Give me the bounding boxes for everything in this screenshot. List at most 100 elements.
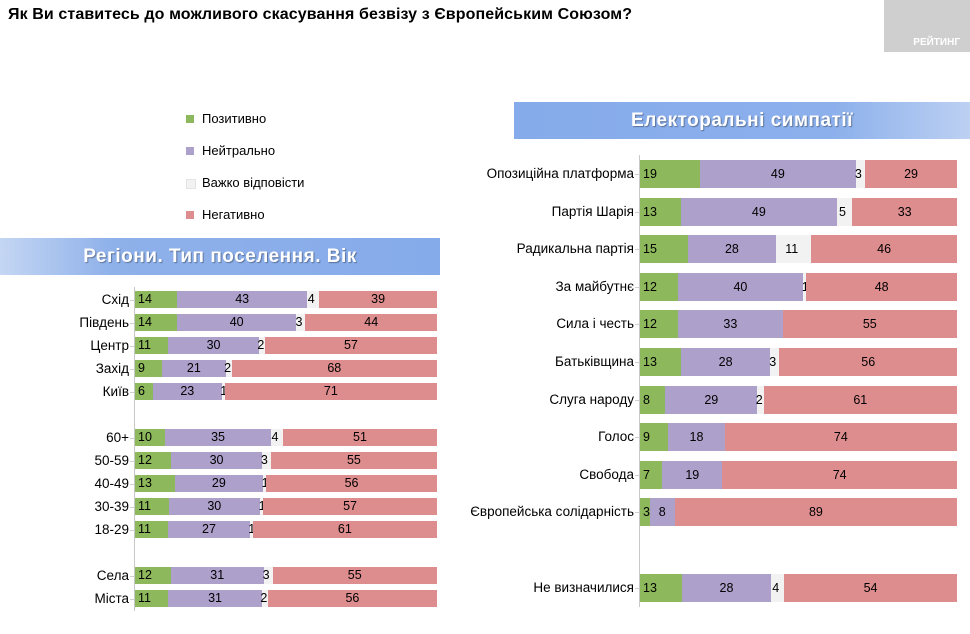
data-label-neutral: 8 [658,505,666,520]
legend-label-negative: Негативно [202,207,265,222]
bar-segment-negative [852,197,957,226]
category-label: 50-59 [94,453,129,468]
data-label-neutral: 28 [724,242,739,257]
data-label-negative: 57 [343,338,358,352]
bar-segment-negative [231,360,437,377]
data-label-negative: 33 [897,204,912,219]
data-label-hard: 3 [769,355,777,369]
category-label: Міста [94,591,129,606]
bar-segment-hard [296,314,306,331]
bar-segment-positive [640,385,666,414]
data-label-negative: 61 [337,522,352,536]
data-label-hard: 1 [248,522,256,536]
bar-segment-positive [640,498,650,527]
category-label: 40-49 [94,476,129,491]
data-label-hard: 1 [261,476,269,490]
row-gridline [130,437,134,439]
category-label: Радикальна партія [516,241,634,257]
data-label-negative: 74 [832,467,847,482]
data-label-positive: 12 [643,279,657,294]
bar-segment-positive [135,567,171,584]
category-label: Партія Шарія [551,203,634,219]
category-label: Села [96,568,129,583]
row-gridline [130,368,134,370]
bar-segment-positive [135,498,169,515]
data-label-positive: 13 [643,580,657,595]
legend-label-positive: Позитивно [202,111,267,126]
data-label-positive: 10 [138,430,152,444]
bar-segment-hard [855,160,866,188]
bar-segment-negative [267,590,437,607]
category-label: Свобода [579,466,634,482]
bar-segment-negative [782,310,957,339]
legend-item-neutral: Нейтрально [186,143,416,159]
data-label-negative: 57 [343,499,357,513]
category-axis [639,155,640,607]
bar-segment-neutral [662,460,723,489]
category-axis [134,287,135,611]
bar-segment-negative [270,452,437,469]
row-gridline [130,391,134,393]
row-gridline [130,575,134,577]
data-label-neutral: 33 [723,317,738,332]
bar-segment-negative [806,272,957,301]
data-label-positive: 12 [643,317,657,332]
data-label-hard: 2 [257,338,265,352]
bar-segment-neutral [168,498,261,515]
bar-segment-neutral [176,314,297,331]
category-label: Опозиційна платформа [486,166,634,181]
category-label: Слуга народу [549,391,634,407]
regions-panel-title: Регіони. Тип поселення. Вік [0,238,440,275]
bar-segment-neutral [177,291,308,308]
data-label-negative: 56 [861,355,876,369]
legend-swatch-positive [186,115,194,123]
bar-segment-hard [261,452,271,469]
logo-text: РЕЙТИНГ [913,37,960,48]
category-label: Схід [101,292,129,307]
data-label-positive: 11 [138,591,151,605]
bar-segment-positive [135,314,177,331]
bar-segment-negative [252,521,437,538]
bar-segment-negative [319,291,437,308]
bar-segment-negative [264,337,437,354]
data-label-neutral: 30 [206,338,221,352]
bar-segment-hard [270,429,283,446]
bar-segment-positive [135,360,163,377]
data-label-negative: 71 [323,384,338,398]
data-label-negative: 51 [353,430,367,444]
bar-segment-hard [260,498,264,515]
data-label-neutral: 30 [207,499,222,513]
data-label-positive: 13 [138,476,152,490]
data-label-neutral: 40 [733,279,748,294]
row-gridline [635,587,639,589]
category-label: Південь [79,315,129,330]
bar-segment-neutral [168,521,250,538]
row-gridline [130,529,134,531]
row-gridline [635,174,639,175]
bar-segment-neutral [665,385,758,414]
bar-segment-positive [135,521,169,538]
data-label-hard: 1 [220,384,228,398]
row-gridline [130,460,134,462]
data-label-hard: 3 [295,315,303,329]
data-label-positive: 6 [138,384,145,398]
data-label-neutral: 30 [209,453,224,467]
bar-segment-positive [135,383,153,400]
bar-segment-positive [640,272,678,301]
row-gridline [130,299,134,301]
bar-segment-neutral [162,360,226,377]
bar-segment-hard [258,337,265,354]
bar-segment-neutral [681,573,772,602]
legend-item-hard: Важко відповісти [186,175,416,191]
legend-label-neutral: Нейтрально [202,143,276,158]
bar-segment-negative [784,573,957,602]
row-gridline [130,598,134,600]
data-label-neutral: 19 [685,467,700,482]
bar-segment-positive [640,573,682,602]
bar-segment-hard [263,567,273,584]
data-label-positive: 7 [643,467,650,482]
category-label: Голос [598,429,634,445]
data-label-hard: 3 [262,568,270,582]
data-label-neutral: 28 [719,580,734,595]
data-label-positive: 14 [138,315,152,329]
